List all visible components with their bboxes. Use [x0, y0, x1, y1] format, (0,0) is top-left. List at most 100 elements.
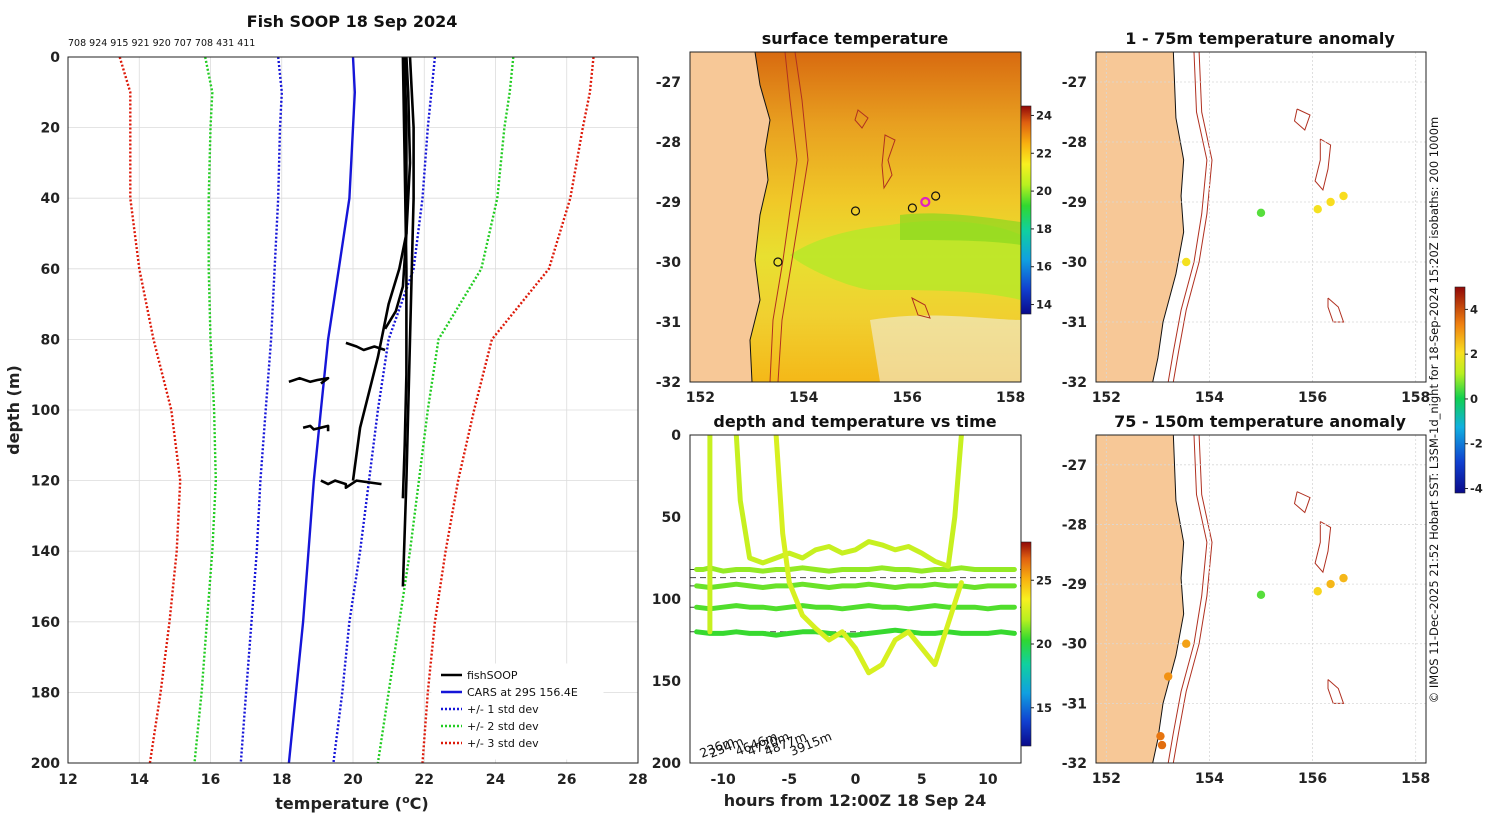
profile-fishsoop-trace [383, 56, 408, 330]
anom1-point [1256, 208, 1266, 217]
profile-ytick: 60 [41, 262, 61, 278]
anom2-ytick: -32 [1062, 756, 1087, 772]
dt-cb-label: 15 [1036, 701, 1052, 715]
anom2-point [1157, 740, 1167, 750]
anom1-tick-labels: 152 154 156 158 -27 -28 -29 -30 -31 -32 [1062, 75, 1431, 406]
anom2-xtick: 152 [1092, 771, 1121, 787]
dt-xtick: -10 [710, 772, 736, 788]
anom2-tick-labels: 152 154 156 158 -27 -28 -29 -30 -31 -32 [1062, 458, 1431, 787]
legend-fishsoop: fishSOOP [467, 669, 518, 682]
profile-axes-frame [67, 56, 639, 764]
profile-fishsoop-trace [351, 56, 412, 481]
anom2-title: 75 - 150m temperature anomaly [1114, 412, 1406, 431]
sst-map [690, 52, 1021, 382]
sst-title: surface temperature [762, 29, 949, 48]
dt-ytick: 200 [652, 756, 681, 772]
dt-series-wander [733, 435, 964, 569]
profile-xtick: 12 [58, 772, 77, 788]
profile-fishsoop-trace [302, 424, 330, 432]
anom1-xtick: 154 [1195, 390, 1224, 406]
dt-colorbar [1020, 541, 1032, 747]
anom2-point [1163, 672, 1173, 681]
anom1-ytick: -29 [1062, 195, 1087, 211]
anom1-point [1182, 257, 1191, 267]
anom2-ytick: -31 [1062, 696, 1087, 712]
sst-cool-patch [790, 220, 1021, 300]
sst-cb-label: 18 [1036, 222, 1052, 236]
sst-isobath-200 [769, 52, 798, 382]
anom1-points [1182, 191, 1348, 267]
anomaly-colorbar-labels: 4 2 0 -2 -4 [1465, 302, 1483, 496]
legend-std1: +/- 1 std dev [467, 703, 539, 716]
anom2-xtick: 154 [1195, 771, 1224, 787]
sst-ytick: -30 [656, 255, 682, 271]
sst-land [690, 52, 771, 382]
profile-xtick: 22 [415, 772, 434, 788]
profile-fishsoop-trace [401, 56, 408, 499]
sst-cb-label: 20 [1036, 184, 1052, 198]
profile-xtick: 16 [201, 772, 220, 788]
profile-tick-labels: 12 14 16 18 20 22 24 26 28 0 20 40 60 80 100 120 140 160 1… [31, 50, 648, 788]
dt-xtick: 0 [851, 772, 861, 788]
dt-xlabel: hours from 12:00Z 18 Sep 24 [724, 791, 986, 810]
anom1-map [1095, 51, 1345, 383]
anomaly-cb-label: 0 [1470, 392, 1478, 406]
profile-series--2-std-dev-low- [193, 56, 218, 764]
profile-xtick: 26 [557, 772, 576, 788]
anom2-ytick: -28 [1062, 517, 1087, 533]
sst-xtick: 158 [996, 390, 1025, 406]
sst-cb-label: 24 [1036, 108, 1052, 122]
sst-ytick: -27 [656, 75, 681, 91]
profile-fishsoop-trace [320, 479, 382, 490]
sst-cb-label: 22 [1036, 146, 1052, 160]
sst-tick-labels: 152 154 156 158 -27 -28 -29 -30 -31 -32 [656, 75, 1026, 406]
anomaly-cb-label: 2 [1470, 347, 1478, 361]
profile-ytick: 80 [41, 332, 61, 348]
anom2-point [1313, 587, 1322, 596]
sst-colorbar-labels: 14 16 18 20 22 24 [1031, 108, 1052, 312]
sst-ytick: -32 [656, 375, 681, 391]
profile-series--3-std-dev-high- [421, 56, 595, 764]
anom1-point [1326, 197, 1335, 207]
profile-fishsoop-trace [345, 341, 386, 352]
anom2-point [1256, 590, 1266, 600]
sst-station-marker [931, 191, 941, 201]
sst-cb-label: 16 [1036, 260, 1052, 274]
anom2-ytick: -29 [1062, 577, 1087, 593]
sst-cloud-mask [870, 315, 1021, 382]
dt-colorbar-labels: 15 20 25 [1031, 573, 1052, 715]
sst-station-marker [773, 257, 783, 267]
profile-xlabel: temperature (oC) [275, 793, 428, 814]
sst-cb-label: 14 [1036, 298, 1052, 312]
sst-xtick: 154 [789, 390, 818, 406]
anom1-ytick: -27 [1062, 75, 1087, 91]
dt-xtick: 10 [978, 772, 998, 788]
profile-series--2-std-dev-high- [376, 56, 515, 764]
dt-xtick: -5 [782, 772, 798, 788]
dt-ytick: 0 [671, 428, 681, 444]
profile-xtick: 20 [343, 772, 363, 788]
anom1-ytick: -31 [1062, 315, 1087, 331]
anom2-point [1326, 579, 1335, 589]
sst-seamount-2 [881, 134, 896, 190]
profile-grid [67, 56, 639, 764]
anom1-frame [1095, 51, 1427, 383]
sst-station-marker [920, 196, 931, 208]
legend-cars: CARS at 29S 156.4E [467, 686, 578, 699]
dt-series-tow-3 [694, 603, 1017, 612]
sst-isobath-1000 [777, 52, 809, 382]
anom1-point [1313, 205, 1322, 214]
dt-cb-label: 25 [1036, 573, 1052, 587]
profile-lines [118, 56, 595, 764]
anom1-title: 1 - 75m temperature anomaly [1125, 29, 1395, 48]
profile-series--1-std-dev-low- [239, 56, 284, 764]
profile-ytick: 40 [41, 191, 61, 207]
profile-ytick: 20 [41, 121, 61, 137]
sst-ytick: -29 [656, 195, 681, 211]
anomaly-colorbar [1454, 286, 1466, 494]
credit-text: © IMOS 11-Dec-2025 21:52 Hobart SST: L3S… [1427, 117, 1441, 704]
dt-series-tow-2 [694, 581, 1017, 590]
dt-series-tow-4 [694, 627, 1017, 638]
